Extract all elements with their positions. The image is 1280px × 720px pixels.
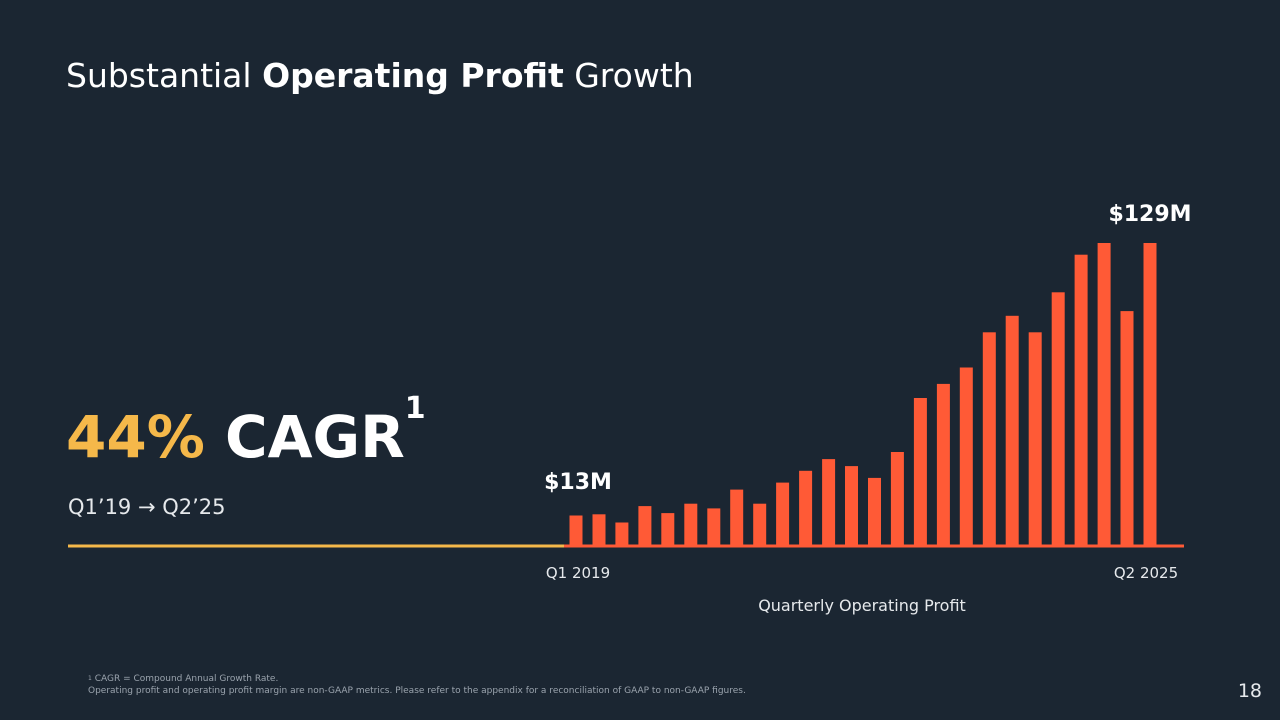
footnote: 1 CAGR = Compound Annual Growth Rate. Op… (88, 673, 746, 697)
title-post: Growth (563, 56, 694, 95)
title-pre: Substantial (66, 56, 263, 95)
bar-6 (684, 503, 698, 546)
bar-21 (1028, 332, 1042, 546)
title-bold: Operating Profit (262, 56, 564, 95)
bar-9 (753, 503, 767, 546)
bar-14 (868, 477, 881, 546)
first-bar-label: $13M (544, 470, 612, 495)
cagr-label: CAGR (225, 403, 405, 471)
x-axis-label: Quarterly Operating Profit (758, 596, 966, 615)
bar-5 (661, 513, 675, 546)
bar-12 (822, 459, 836, 546)
footnote-line-2: Operating profit and operating profit ma… (88, 686, 746, 696)
cagr-headline: 44% CAGR1 (66, 394, 426, 467)
bar-15 (890, 452, 904, 546)
bar-26 (1143, 243, 1157, 546)
bar-23 (1074, 254, 1088, 546)
bar-18 (959, 367, 973, 546)
bar-13 (845, 466, 858, 546)
bar-24 (1097, 243, 1111, 546)
footnote-line-1: 1 CAGR = Compound Annual Growth Rate. (88, 673, 746, 685)
cagr-value: 44% (66, 403, 205, 471)
bar-20 (1005, 315, 1019, 546)
bar-17 (936, 383, 950, 546)
bar-8 (730, 489, 744, 546)
bar-2 (592, 514, 606, 546)
last-bar-label: $129M (1108, 202, 1191, 227)
bar-3 (615, 522, 629, 546)
footnote-marker: 1 (88, 675, 92, 682)
cagr-period: Q1’19 → Q2’25 (68, 495, 226, 519)
bar-10 (776, 482, 790, 546)
page-number: 18 (1237, 680, 1262, 702)
x-tick-first: Q1 2019 (546, 564, 610, 582)
bar-7 (707, 508, 721, 546)
bar-16 (913, 398, 927, 546)
bar-22 (1051, 292, 1065, 546)
cagr-footnote-marker: 1 (404, 391, 426, 426)
bar-4 (638, 506, 652, 546)
bar-1 (569, 515, 583, 546)
slide-title: Substantial Operating Profit Growth (66, 56, 694, 95)
bar-25 (1120, 311, 1134, 546)
x-tick-last: Q2 2025 (1114, 564, 1178, 582)
bar-19 (982, 332, 996, 546)
bar-series (564, 243, 1184, 548)
bar-11 (799, 470, 813, 546)
footnote-text-1: CAGR = Compound Annual Growth Rate. (94, 674, 279, 684)
